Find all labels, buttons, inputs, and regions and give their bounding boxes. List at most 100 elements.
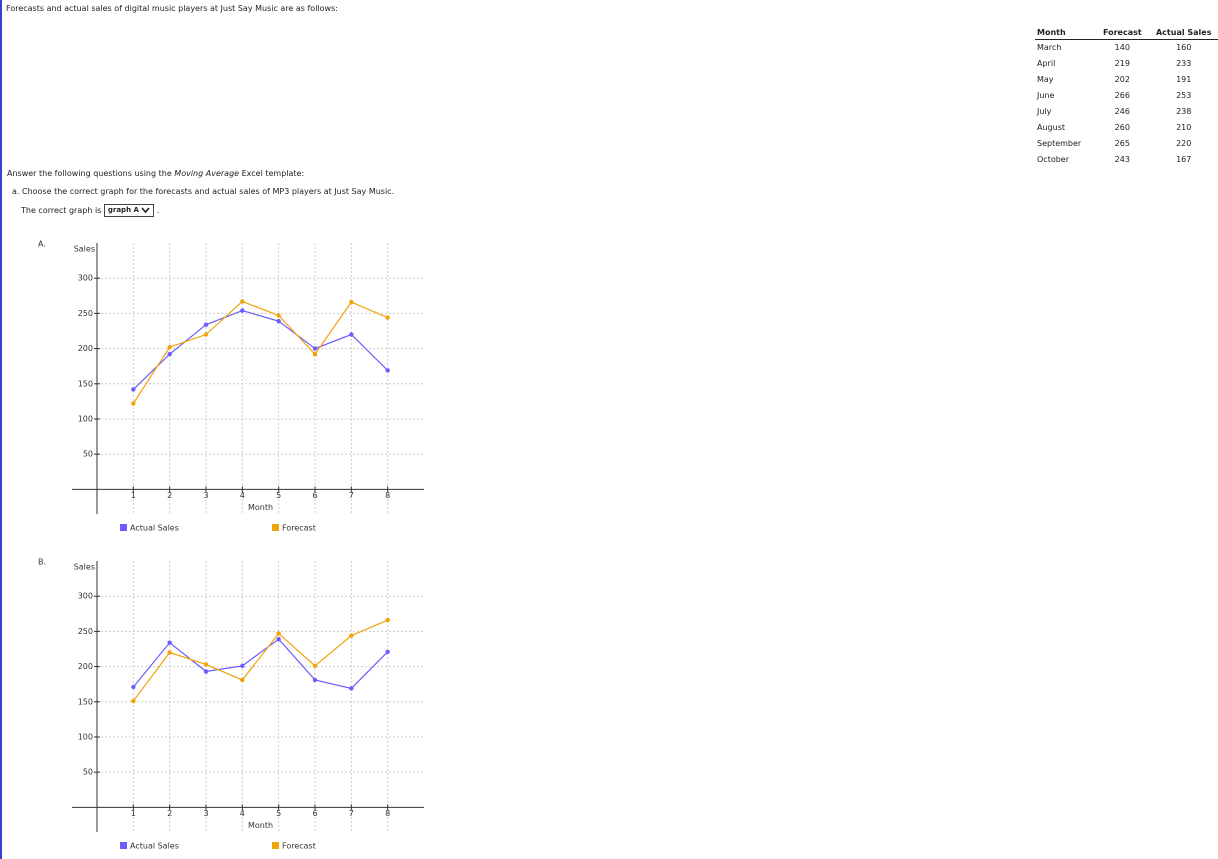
- text: The correct graph is: [21, 206, 102, 215]
- chart: A. Sales 50 100 150 200 250 300 1 2 3 4 5 6 7 8 Month Act…: [38, 240, 424, 533]
- dropdown-value: graph A: [107, 206, 139, 214]
- x-tick-label: 3: [203, 809, 208, 818]
- x-tick-label: 7: [349, 809, 354, 818]
- header-cell: Month: [1035, 26, 1096, 40]
- x-tick-label: 5: [276, 491, 281, 500]
- table-cell: 246: [1114, 107, 1130, 116]
- y-tick-label: 50: [83, 768, 93, 777]
- table-cell: 219: [1114, 59, 1130, 68]
- x-tick-label: 2: [167, 491, 172, 500]
- table-row: March 140 160: [1035, 40, 1218, 57]
- y-tick-label: 100: [78, 732, 93, 741]
- data-point: [385, 617, 390, 623]
- data-point: [312, 352, 318, 357]
- table-cell: 160: [1176, 43, 1192, 52]
- table-cell: 167: [1176, 155, 1192, 164]
- table-body: March 140 160 April 219 233 May 202 191 June 266 25…: [1035, 40, 1218, 169]
- y-tick-label: 200: [78, 662, 93, 671]
- y-tick-label: 300: [78, 274, 93, 283]
- data-point: [349, 633, 354, 638]
- x-tick-label: 8: [385, 491, 390, 500]
- y-tick-label: 250: [78, 627, 93, 636]
- table-cell: July: [1037, 107, 1052, 116]
- data-point: [312, 346, 318, 351]
- answer-line: The correct graph is graph A .: [21, 204, 159, 217]
- data-point: [203, 669, 209, 674]
- data-point: [240, 677, 245, 683]
- table-cell: April: [1037, 59, 1056, 68]
- data-point: [167, 650, 172, 655]
- x-tick-label: 1: [131, 491, 136, 500]
- y-tick-label: 250: [78, 309, 93, 318]
- x-tick-label: 4: [240, 491, 245, 500]
- x-tick-label: 7: [349, 491, 354, 500]
- data-point: [131, 684, 136, 690]
- data-point: [240, 663, 245, 669]
- data-point: [276, 313, 281, 318]
- y-tick-label: 150: [78, 697, 93, 706]
- series-line: [132, 638, 389, 690]
- data-point: [203, 332, 209, 337]
- data-point: [349, 332, 354, 337]
- option-label: A.: [38, 240, 46, 249]
- x-axis-label: Month: [248, 503, 273, 512]
- x-tick-label: 5: [276, 809, 281, 818]
- legend-swatch: [120, 842, 127, 849]
- question: a. Choose the correct graph for the fore…: [12, 187, 395, 196]
- dropdown[interactable]: graph A: [103, 204, 155, 217]
- table-cell: September: [1037, 139, 1082, 148]
- table-cell: 260: [1114, 123, 1130, 132]
- data-point: [312, 663, 318, 669]
- y-tick-label: 300: [78, 592, 93, 601]
- table-row: July 246 238: [1035, 104, 1218, 120]
- table-cell: 253: [1176, 91, 1192, 100]
- table-cell: 191: [1176, 75, 1192, 84]
- chevron: [141, 206, 150, 213]
- table-cell: 266: [1114, 91, 1130, 100]
- table-row: June 266 253: [1035, 88, 1218, 104]
- y-tick-label: 50: [83, 450, 93, 459]
- table-cell: 202: [1114, 75, 1130, 84]
- data-point: [276, 318, 281, 324]
- table-row: October 243 167: [1035, 152, 1218, 168]
- legend-swatch: [120, 524, 127, 531]
- table-cell: 220: [1176, 139, 1192, 148]
- series-line: [132, 619, 388, 702]
- table-cell: 140: [1114, 43, 1130, 52]
- x-tick-label: 4: [240, 809, 245, 818]
- x-axis-label: Month: [248, 821, 273, 830]
- data-point: [131, 698, 136, 704]
- legend-swatch: [272, 524, 279, 531]
- x-tick-label: 8: [385, 809, 390, 818]
- header-cell: Actual Sales: [1149, 26, 1218, 40]
- legend-label: Actual Sales: [130, 524, 179, 533]
- table-cell: June: [1037, 91, 1055, 100]
- table-row: May 202 191: [1035, 72, 1218, 88]
- text: Answer the following questions using the: [7, 169, 172, 178]
- data-point: [276, 631, 281, 636]
- header-row: Month Forecast Actual Sales: [1035, 26, 1218, 40]
- x-tick-label: 6: [312, 809, 317, 818]
- table-cell: 243: [1114, 155, 1130, 164]
- option-label: B.: [38, 558, 46, 567]
- table-cell: October: [1037, 155, 1070, 164]
- instructions: Answer the following questions using the…: [7, 169, 304, 178]
- table-cell: March: [1037, 43, 1062, 52]
- legend-label: Actual Sales: [130, 842, 179, 851]
- data-point: [349, 299, 354, 305]
- data-point: [385, 315, 390, 320]
- data-point: [167, 344, 172, 350]
- data-point: [240, 308, 245, 313]
- data-table: Month Forecast Actual Sales March 140 160 A…: [1035, 26, 1218, 168]
- table-row: August 260 210: [1035, 120, 1218, 136]
- table-row: September 265 220: [1035, 136, 1218, 152]
- data-point: [385, 368, 390, 373]
- data-point: [167, 640, 172, 645]
- y-tick-label: 200: [78, 344, 93, 353]
- x-tick-label: 3: [203, 491, 208, 500]
- data-point: [240, 299, 245, 304]
- data-point: [203, 662, 209, 667]
- text: Excel template:: [241, 169, 305, 178]
- data-point: [276, 636, 281, 642]
